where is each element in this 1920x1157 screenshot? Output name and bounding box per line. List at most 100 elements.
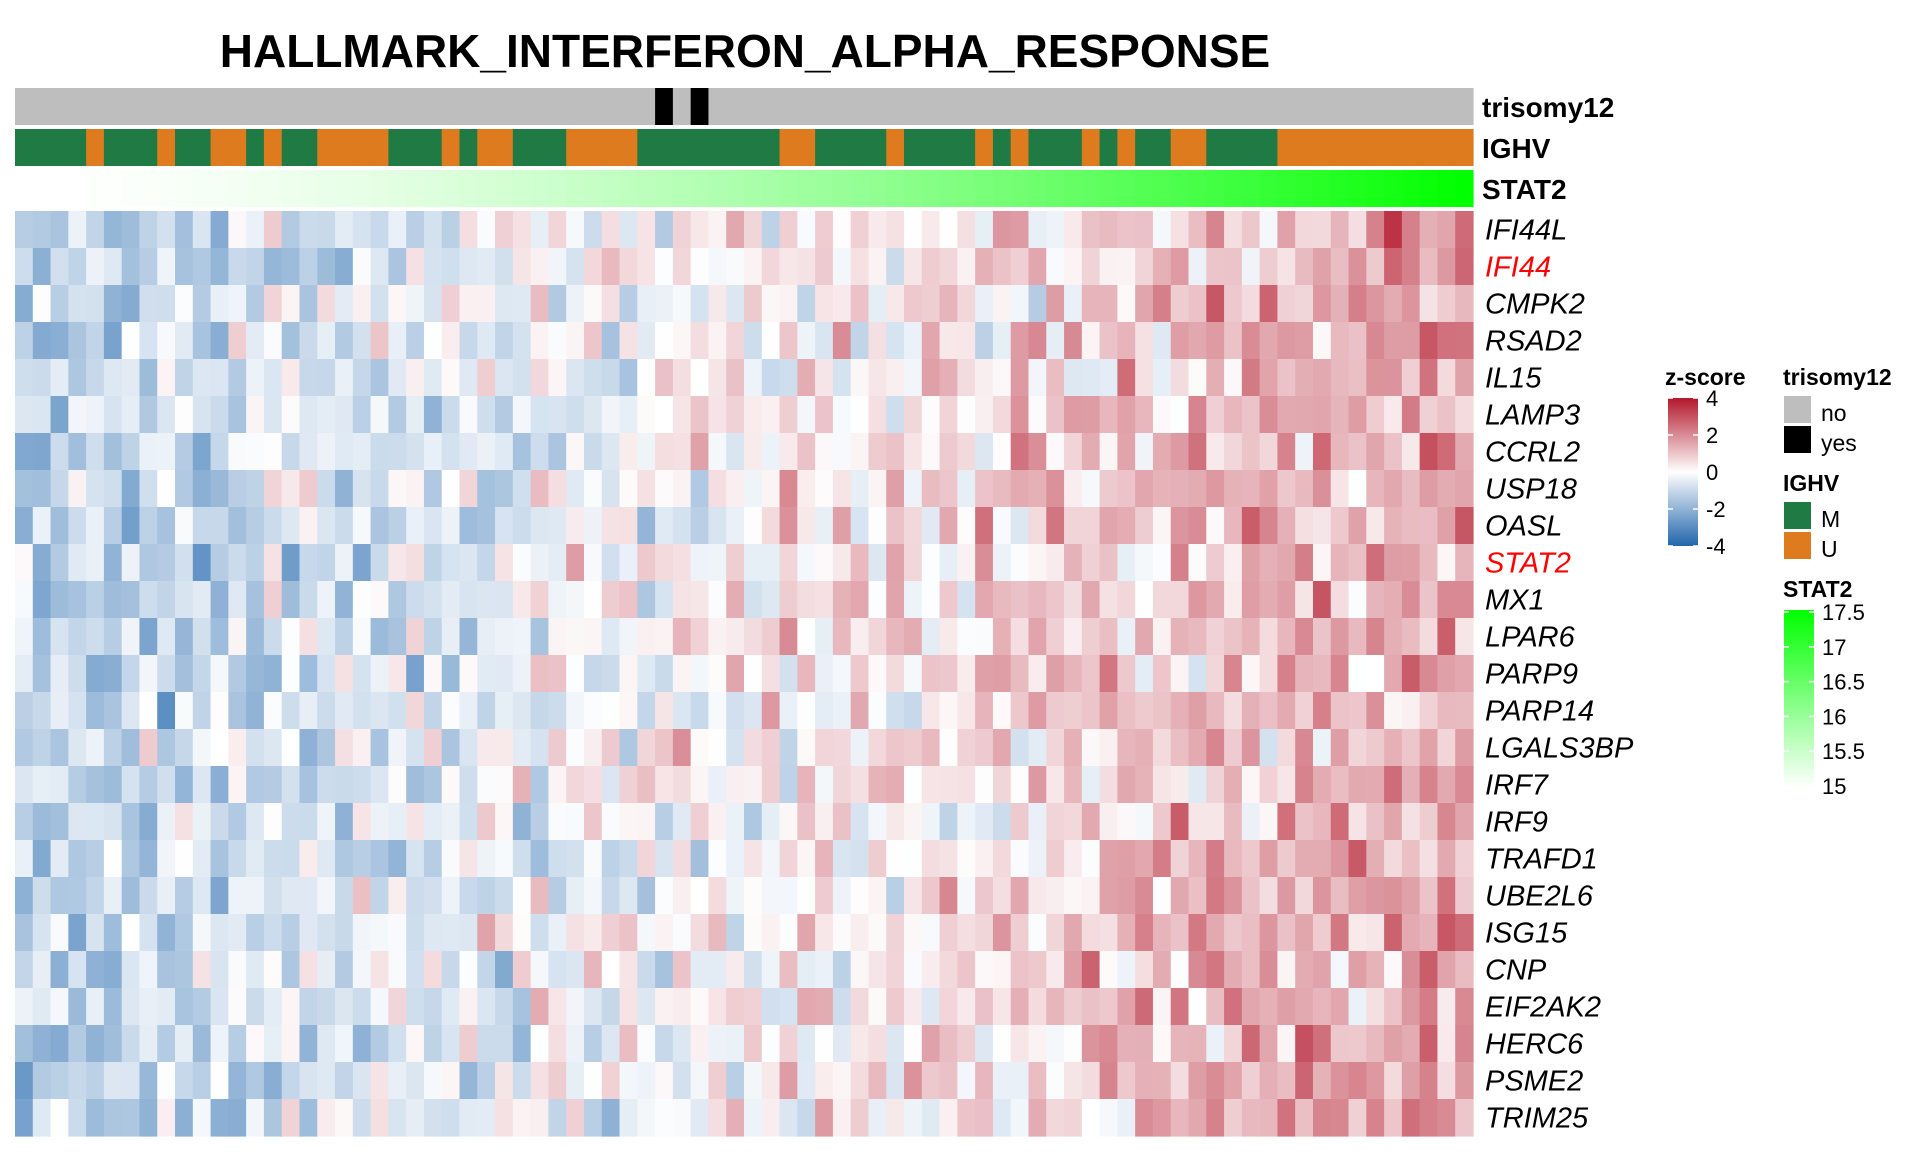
heatmap-cell [459, 988, 478, 1026]
heatmap-cell [477, 914, 496, 952]
heatmap-cell [1170, 803, 1190, 841]
heatmap-cell [886, 951, 905, 989]
heatmap-cell [1224, 1099, 1243, 1137]
heatmap-cell [1206, 285, 1225, 323]
heatmap-cell [1330, 655, 1350, 693]
heatmap-cell [957, 1062, 976, 1100]
heatmap-cell [263, 840, 283, 878]
ighv-legend-label-u: U [1821, 536, 1838, 562]
heatmap-cell [121, 396, 141, 434]
heatmap-cell [921, 618, 941, 656]
heatmap-cell [121, 211, 141, 249]
heatmap-cell [459, 914, 478, 952]
stat2-cell [86, 170, 105, 207]
heatmap-cell [228, 1025, 247, 1063]
heatmap-cell [228, 285, 247, 323]
heatmap-cell [441, 470, 461, 508]
trisomy12-cell [1241, 88, 1261, 125]
heatmap-cell [1188, 1025, 1207, 1063]
heatmap-cell [1010, 396, 1030, 434]
heatmap-cell [672, 322, 692, 360]
heatmap-cell [68, 396, 87, 434]
heatmap-cell [655, 396, 674, 434]
heatmap-cell [921, 581, 941, 619]
heatmap-cell [619, 544, 638, 582]
heatmap-cell [299, 766, 318, 804]
heatmap-cell [1188, 729, 1207, 767]
heatmap-cell [779, 692, 798, 730]
heatmap-cell [86, 766, 105, 804]
stat2-cell [957, 170, 976, 207]
trisomy12-track-label: trisomy12 [1482, 92, 1614, 123]
heatmap-cell [1366, 877, 1385, 915]
heatmap-cell [815, 840, 834, 878]
heatmap-cell [708, 618, 727, 656]
heatmap-cell [335, 1025, 354, 1063]
heatmap-cell [1330, 877, 1350, 915]
heatmap-cell [192, 211, 212, 249]
heatmap-cell [175, 359, 194, 397]
heatmap-cell [1224, 1062, 1243, 1100]
heatmap-cell [530, 470, 550, 508]
heatmap-cell [388, 581, 407, 619]
heatmap-cell [1312, 507, 1332, 545]
heatmap-cell [246, 655, 265, 693]
heatmap-cell [797, 433, 816, 471]
heatmap-cell [139, 840, 158, 878]
heatmap-cell [957, 840, 976, 878]
heatmap-cell [672, 692, 692, 730]
heatmap-cell [1259, 877, 1279, 915]
heatmap-cell [370, 211, 389, 249]
gene-label: USP18 [1485, 474, 1577, 506]
heatmap-cell [1117, 322, 1136, 360]
heatmap-cell [1206, 211, 1225, 249]
heatmap-cell [388, 396, 407, 434]
ighv-cell [1437, 129, 1456, 166]
heatmap-cell [1081, 1025, 1101, 1063]
heatmap-cell [619, 470, 638, 508]
heatmap-cell [1437, 692, 1456, 730]
heatmap-cell [50, 729, 69, 767]
ighv-cell [1259, 129, 1279, 166]
heatmap-cell [726, 470, 745, 508]
heatmap-cell [957, 914, 976, 952]
heatmap-cell [335, 692, 354, 730]
heatmap-cell [263, 655, 283, 693]
heatmap-cell [139, 877, 158, 915]
heatmap-cell [672, 766, 692, 804]
heatmap-cell [886, 655, 905, 693]
heatmap-cell [1117, 507, 1136, 545]
heatmap-cell [1277, 322, 1296, 360]
heatmap-cell [690, 692, 710, 730]
heatmap-cell [263, 544, 283, 582]
heatmap-cell [601, 988, 621, 1026]
stat2-cell [495, 170, 514, 207]
heatmap-cell [423, 581, 443, 619]
heatmap-cell [1206, 803, 1225, 841]
heatmap-cell [441, 285, 461, 323]
heatmap-cell [1028, 1099, 1047, 1137]
stat2-cell [690, 170, 710, 207]
heatmap-cell [1366, 1062, 1385, 1100]
heatmap-cell [157, 581, 176, 619]
heatmap-cell [1401, 840, 1421, 878]
heatmap-cell [495, 507, 514, 545]
heatmap-cell [1135, 359, 1154, 397]
heatmap-cell [1064, 544, 1083, 582]
trisomy12-cell [477, 88, 496, 125]
heatmap-cell [175, 470, 194, 508]
heatmap-cell [921, 692, 941, 730]
heatmap-cell [192, 396, 212, 434]
heatmap-cell [1455, 618, 1474, 656]
heatmap-cell [957, 322, 976, 360]
heatmap-cell [904, 655, 923, 693]
heatmap-cell [175, 988, 194, 1026]
heatmap-cell [281, 1025, 301, 1063]
heatmap-cell [1295, 988, 1314, 1026]
heatmap-cell [690, 396, 710, 434]
heatmap-cell [103, 248, 123, 286]
heatmap-cell [1064, 248, 1083, 286]
heatmap-cell [921, 988, 941, 1026]
heatmap-cell [601, 470, 621, 508]
heatmap-cell [495, 581, 514, 619]
